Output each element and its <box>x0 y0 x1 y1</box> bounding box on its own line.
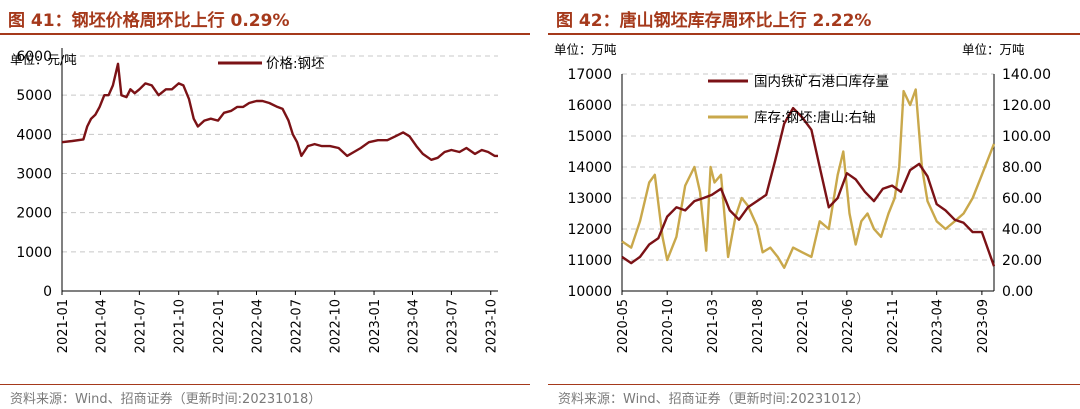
x-tick-label: 2020-05 <box>616 299 631 353</box>
left-chart: 0 1000 2000 3000 4000 5000 6000 2021-01 2021-04 2… <box>10 48 500 353</box>
right-figure-title: 图 42：唐山钢坯库存周环比上行 2.22% <box>556 11 872 31</box>
legend-label-iron-ore: 国内铁矿石港口库存量 <box>754 74 889 90</box>
x-tick-label: 2021-07 <box>133 299 148 353</box>
x-tick-label: 2021-01 <box>56 299 71 353</box>
x-tick-label: 2023-07 <box>445 299 460 353</box>
y-left-tick-label: 13000 <box>567 191 612 207</box>
y-right-tick-label: 140.00 <box>1002 67 1051 83</box>
x-tick-label: 2023-04 <box>407 299 422 353</box>
legend-label-billet: 库存:钢坯:唐山:右轴 <box>754 109 876 126</box>
x-tick-label: 2022-11 <box>886 299 901 353</box>
x-tick-label: 2021-08 <box>751 299 766 353</box>
y-tick-label: 5000 <box>16 88 52 104</box>
y-left-axis-unit: 单位：万吨 <box>554 42 617 57</box>
y-tick-label: 1000 <box>16 245 52 261</box>
x-tick-label: 2023-01 <box>368 299 383 353</box>
x-tick-label: 2022-10 <box>329 299 344 353</box>
left-source-rule <box>0 384 530 385</box>
y-left-tick-label: 10000 <box>567 284 612 300</box>
y-right-tick-label: 80.00 <box>1002 160 1042 176</box>
x-tick-label: 2021-04 <box>94 299 109 353</box>
x-tick-label: 2023-10 <box>485 299 500 353</box>
right-figure: 图 42：唐山钢坯库存周环比上行 2.22% 10000 11000 12000 13… <box>548 0 1080 409</box>
y-right-tick-label: 60.00 <box>1002 191 1042 207</box>
y-left-tick-label: 12000 <box>567 222 612 238</box>
series-line-tangshan-billet-inventory <box>621 88 996 269</box>
x-tick-label: 2022-04 <box>250 299 265 353</box>
y-right-tick-label: 40.00 <box>1002 222 1042 238</box>
x-tick-label: 2022-01 <box>796 299 811 353</box>
left-title-rule <box>0 33 530 35</box>
y-left-tick-label: 11000 <box>567 253 612 269</box>
y-left-tick-label: 17000 <box>567 67 612 83</box>
y-left-tick-label: 16000 <box>567 98 612 114</box>
left-figure-title: 图 41：钢坯价格周环比上行 0.29% <box>8 11 290 31</box>
y-left-tick-label: 15000 <box>567 129 612 145</box>
right-chart: 10000 11000 12000 13000 14000 15000 16000 17000… <box>554 42 1051 353</box>
y-right-tick-label: 20.00 <box>1002 253 1042 269</box>
x-tick-label: 2023-04 <box>931 299 946 353</box>
x-tick-label: 2022-01 <box>212 299 227 353</box>
series-line-steel-billet-price <box>61 62 498 162</box>
y-tick-label: 6000 <box>16 49 52 65</box>
x-tick-label: 2020-10 <box>661 299 676 353</box>
right-source-note: 资料来源：Wind、招商证券（更新时间:20231012） <box>558 392 870 407</box>
legend-label: 价格:钢坯 <box>266 56 325 72</box>
left-figure: 图 41：钢坯价格周环比上行 0.29% 0 1000 2000 3000 4000 50… <box>0 0 530 409</box>
x-tick-label: 2022-06 <box>841 299 856 353</box>
x-tick-label: 2021-10 <box>173 299 188 353</box>
y-tick-label: 0 <box>43 284 52 300</box>
right-title-rule <box>548 33 1080 35</box>
x-tick-label: 2023-09 <box>976 299 991 353</box>
right-source-rule <box>548 384 1080 385</box>
y-left-tick-label: 14000 <box>567 160 612 176</box>
y-right-tick-label: 120.00 <box>1002 98 1051 114</box>
y-right-tick-label: 0.00 <box>1002 284 1033 300</box>
y-axis-unit: 单位：元/吨 <box>10 52 77 67</box>
x-tick-label: 2021-03 <box>706 299 721 353</box>
y-tick-label: 4000 <box>16 127 52 143</box>
y-tick-label: 2000 <box>16 206 52 222</box>
x-tick-label: 2022-07 <box>289 299 304 353</box>
y-tick-label: 3000 <box>16 167 52 183</box>
y-right-tick-label: 100.00 <box>1002 129 1051 145</box>
y-right-axis-unit: 单位：万吨 <box>962 42 1025 57</box>
series-line-iron-ore-port-inventory <box>621 106 996 267</box>
left-source-note: 资料来源：Wind、招商证券（更新时间:20231018） <box>10 392 322 407</box>
